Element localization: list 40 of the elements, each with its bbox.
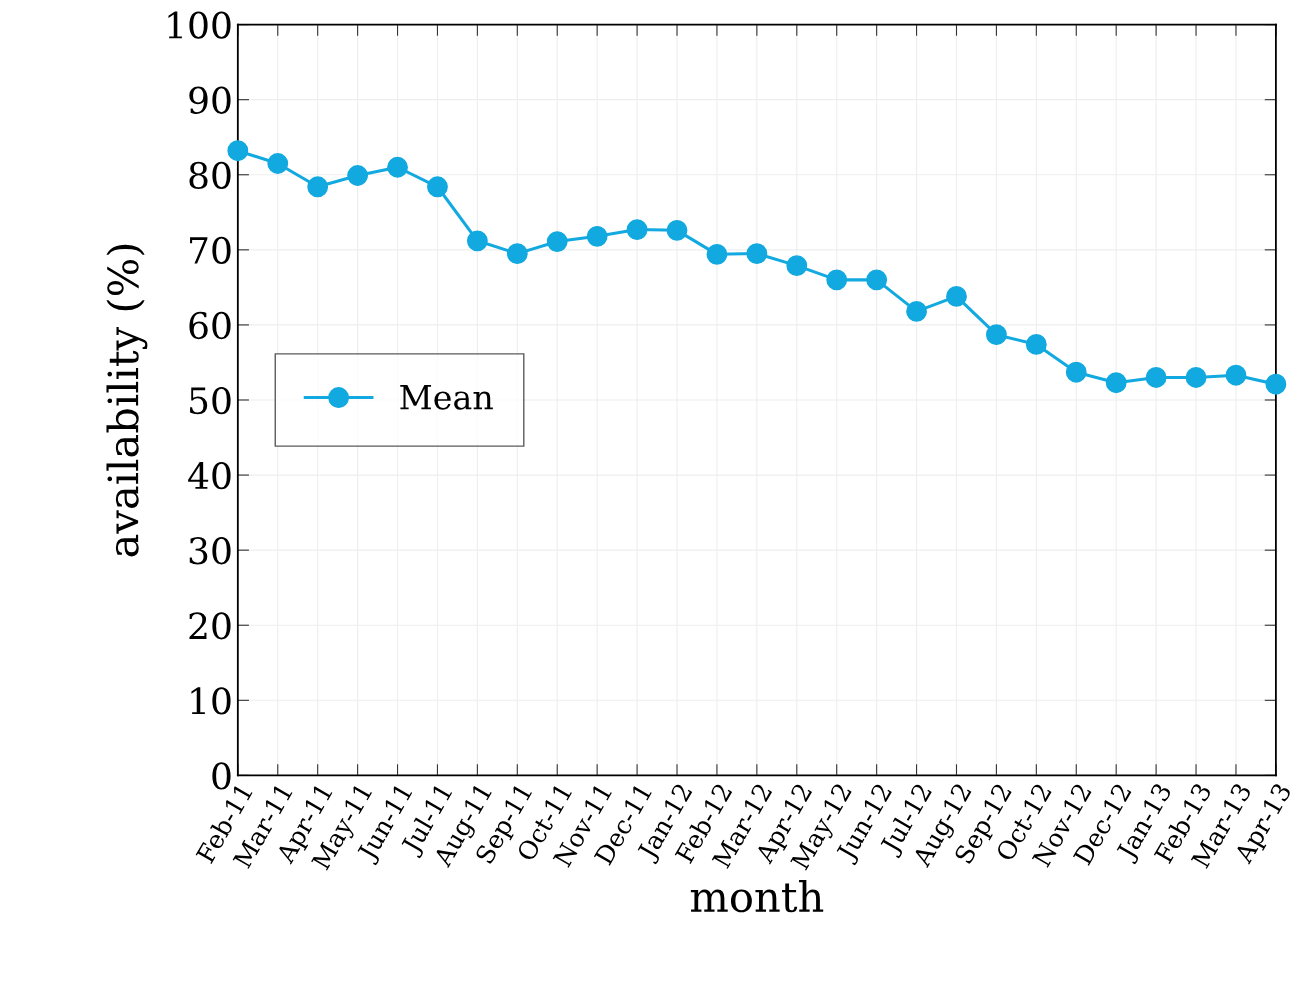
point — [786, 255, 808, 277]
point — [267, 153, 289, 174]
point — [1025, 334, 1047, 355]
point — [666, 219, 688, 241]
y-tick-label: 60 — [189, 311, 231, 340]
point — [826, 269, 848, 291]
y-tick-label: 90 — [189, 86, 231, 114]
point — [466, 230, 488, 252]
point — [866, 269, 888, 291]
point — [227, 140, 249, 162]
point — [1225, 364, 1247, 386]
y-tick-label: 80 — [189, 161, 231, 189]
y-tick-label: 10 — [191, 687, 231, 715]
point — [546, 231, 568, 252]
point — [586, 225, 608, 247]
y-tick-label: 20 — [189, 612, 231, 640]
point — [985, 324, 1007, 346]
point — [946, 285, 967, 307]
y-tick-label: 50 — [190, 386, 231, 415]
point — [427, 176, 448, 198]
point — [626, 219, 648, 240]
legend-label: Mean — [400, 384, 493, 410]
y-tick-label: 30 — [189, 537, 231, 565]
point — [387, 156, 408, 178]
point — [906, 300, 927, 322]
point — [706, 243, 728, 265]
point — [1185, 367, 1207, 388]
y-tick-label: 100 — [168, 11, 231, 39]
point — [347, 165, 369, 186]
point — [1145, 367, 1167, 388]
point — [506, 243, 528, 265]
point — [1105, 372, 1127, 394]
y-tick-label: 70 — [190, 236, 231, 265]
y-axis-title: availability (%) — [106, 244, 148, 557]
y-tick-label: 40 — [188, 461, 231, 490]
point — [307, 176, 329, 198]
x-axis-title: month — [690, 880, 824, 913]
point — [746, 243, 768, 265]
point — [1265, 373, 1287, 395]
point — [1065, 361, 1087, 383]
